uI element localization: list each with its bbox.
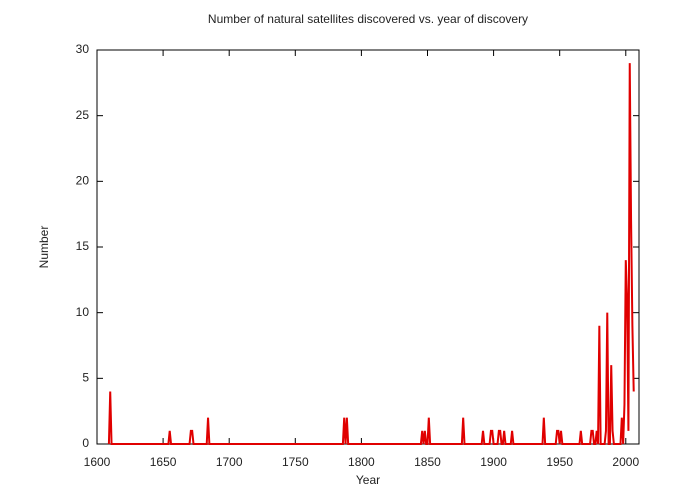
data-line bbox=[107, 63, 635, 445]
y-axis-label: Number bbox=[37, 226, 51, 269]
y-tick-label: 20 bbox=[76, 174, 90, 188]
x-tick-label: 1900 bbox=[480, 455, 507, 469]
x-axis-label: Year bbox=[356, 473, 380, 487]
x-tick-label: 1750 bbox=[282, 455, 309, 469]
y-tick-label: 0 bbox=[82, 436, 89, 450]
x-tick-label: 1700 bbox=[216, 455, 243, 469]
x-tick-label: 1650 bbox=[150, 455, 177, 469]
y-tick-label: 10 bbox=[76, 305, 90, 319]
x-tick-label: 1950 bbox=[546, 455, 573, 469]
y-tick-label: 5 bbox=[82, 371, 89, 385]
plot-frame bbox=[96, 49, 640, 445]
x-tick-label: 1600 bbox=[84, 455, 111, 469]
x-tick-label: 1800 bbox=[348, 455, 375, 469]
y-tick-label: 25 bbox=[76, 108, 90, 122]
x-tick-label: 2000 bbox=[612, 455, 639, 469]
y-tick-label: 15 bbox=[76, 239, 90, 253]
chart-title: Number of natural satellites discovered … bbox=[208, 12, 528, 26]
x-tick-label: 1850 bbox=[414, 455, 441, 469]
y-tick-label: 30 bbox=[76, 42, 90, 56]
